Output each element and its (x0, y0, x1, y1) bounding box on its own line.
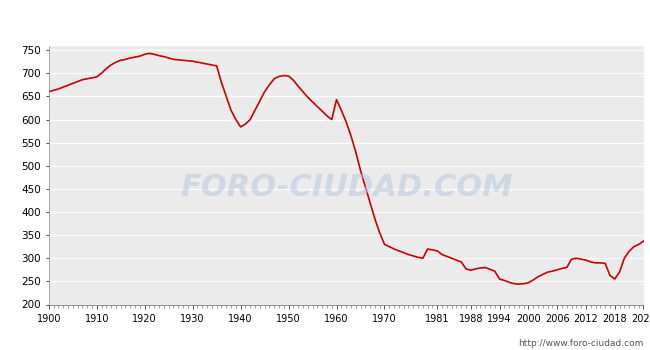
Text: Vegas de Matute (Municipio) - Evolucion del numero de Habitantes: Vegas de Matute (Municipio) - Evolucion … (102, 13, 548, 26)
Text: http://www.foro-ciudad.com: http://www.foro-ciudad.com (518, 339, 644, 348)
Text: FORO-CIUDAD.COM: FORO-CIUDAD.COM (180, 174, 512, 202)
